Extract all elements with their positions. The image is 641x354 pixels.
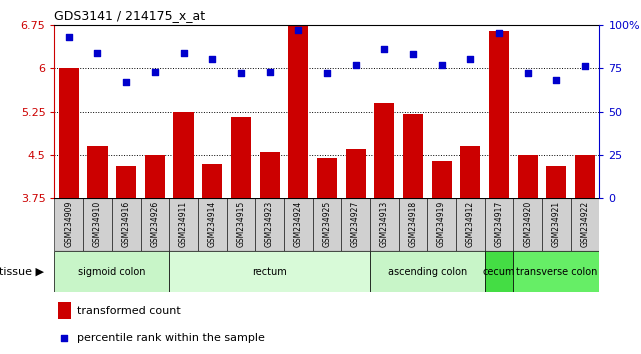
Point xyxy=(236,70,246,76)
Text: GSM234912: GSM234912 xyxy=(466,201,475,247)
Point xyxy=(551,78,562,83)
Bar xyxy=(575,155,595,198)
Bar xyxy=(513,198,542,251)
Bar xyxy=(485,198,513,251)
Text: GDS3141 / 214175_x_at: GDS3141 / 214175_x_at xyxy=(54,9,206,22)
Point xyxy=(494,30,504,36)
Bar xyxy=(58,302,71,319)
Bar xyxy=(370,198,399,251)
Point xyxy=(59,335,69,341)
Bar xyxy=(431,161,452,198)
Bar xyxy=(59,68,79,198)
Text: GSM234909: GSM234909 xyxy=(64,201,73,247)
Bar xyxy=(54,198,83,251)
Point xyxy=(207,57,217,62)
Text: GSM234924: GSM234924 xyxy=(294,201,303,247)
Point xyxy=(121,79,131,85)
Text: GSM234917: GSM234917 xyxy=(494,201,503,247)
Bar xyxy=(202,164,222,198)
Bar xyxy=(112,198,140,251)
Point xyxy=(379,46,389,52)
Text: GSM234923: GSM234923 xyxy=(265,201,274,247)
Bar xyxy=(428,198,456,251)
Text: GSM234927: GSM234927 xyxy=(351,201,360,247)
Text: GSM234921: GSM234921 xyxy=(552,201,561,247)
Point xyxy=(465,57,476,62)
Point xyxy=(408,51,418,57)
Text: GSM234918: GSM234918 xyxy=(408,201,417,247)
Point xyxy=(178,50,188,55)
Bar xyxy=(374,103,394,198)
Bar xyxy=(145,155,165,198)
Bar xyxy=(313,198,341,251)
Bar xyxy=(513,251,599,292)
Bar xyxy=(546,166,567,198)
Text: GSM234913: GSM234913 xyxy=(379,201,388,247)
Text: GSM234916: GSM234916 xyxy=(122,201,131,247)
Bar xyxy=(485,251,513,292)
Bar xyxy=(260,152,279,198)
Bar xyxy=(255,198,284,251)
Bar xyxy=(284,198,313,251)
Bar xyxy=(317,158,337,198)
Bar xyxy=(518,155,538,198)
Bar xyxy=(489,30,509,198)
Text: cecum: cecum xyxy=(483,267,515,277)
Point xyxy=(322,70,332,76)
Text: GSM234922: GSM234922 xyxy=(581,201,590,247)
Text: GSM234910: GSM234910 xyxy=(93,201,102,247)
Bar xyxy=(140,198,169,251)
Point xyxy=(351,62,361,68)
Bar xyxy=(169,198,198,251)
Text: ascending colon: ascending colon xyxy=(388,267,467,277)
Bar xyxy=(198,198,226,251)
Point xyxy=(150,69,160,74)
Bar xyxy=(542,198,570,251)
Text: transverse colon: transverse colon xyxy=(515,267,597,277)
Text: transformed count: transformed count xyxy=(78,306,181,316)
Text: GSM234925: GSM234925 xyxy=(322,201,331,247)
Point xyxy=(92,50,103,55)
Bar xyxy=(399,198,428,251)
Text: GSM234911: GSM234911 xyxy=(179,201,188,247)
Bar xyxy=(116,166,137,198)
Point xyxy=(437,62,447,68)
Point xyxy=(293,27,303,33)
Text: rectum: rectum xyxy=(252,267,287,277)
Bar xyxy=(341,198,370,251)
Point xyxy=(265,69,275,74)
Bar xyxy=(403,114,423,198)
Bar xyxy=(288,25,308,198)
Text: GSM234919: GSM234919 xyxy=(437,201,446,247)
Bar xyxy=(345,149,365,198)
Bar xyxy=(83,198,112,251)
Bar xyxy=(370,251,485,292)
Point xyxy=(63,34,74,40)
Text: percentile rank within the sample: percentile rank within the sample xyxy=(78,333,265,343)
Text: GSM234914: GSM234914 xyxy=(208,201,217,247)
Point xyxy=(522,70,533,76)
Bar xyxy=(570,198,599,251)
Bar xyxy=(169,251,370,292)
Text: GSM234920: GSM234920 xyxy=(523,201,532,247)
Bar xyxy=(231,117,251,198)
Bar xyxy=(226,198,255,251)
Text: sigmoid colon: sigmoid colon xyxy=(78,267,146,277)
Text: tissue ▶: tissue ▶ xyxy=(0,267,44,277)
Bar xyxy=(460,146,480,198)
Text: GSM234926: GSM234926 xyxy=(151,201,160,247)
Point xyxy=(580,64,590,69)
Bar xyxy=(87,146,108,198)
Bar xyxy=(174,112,194,198)
Text: GSM234915: GSM234915 xyxy=(237,201,246,247)
Bar xyxy=(456,198,485,251)
Bar xyxy=(54,251,169,292)
